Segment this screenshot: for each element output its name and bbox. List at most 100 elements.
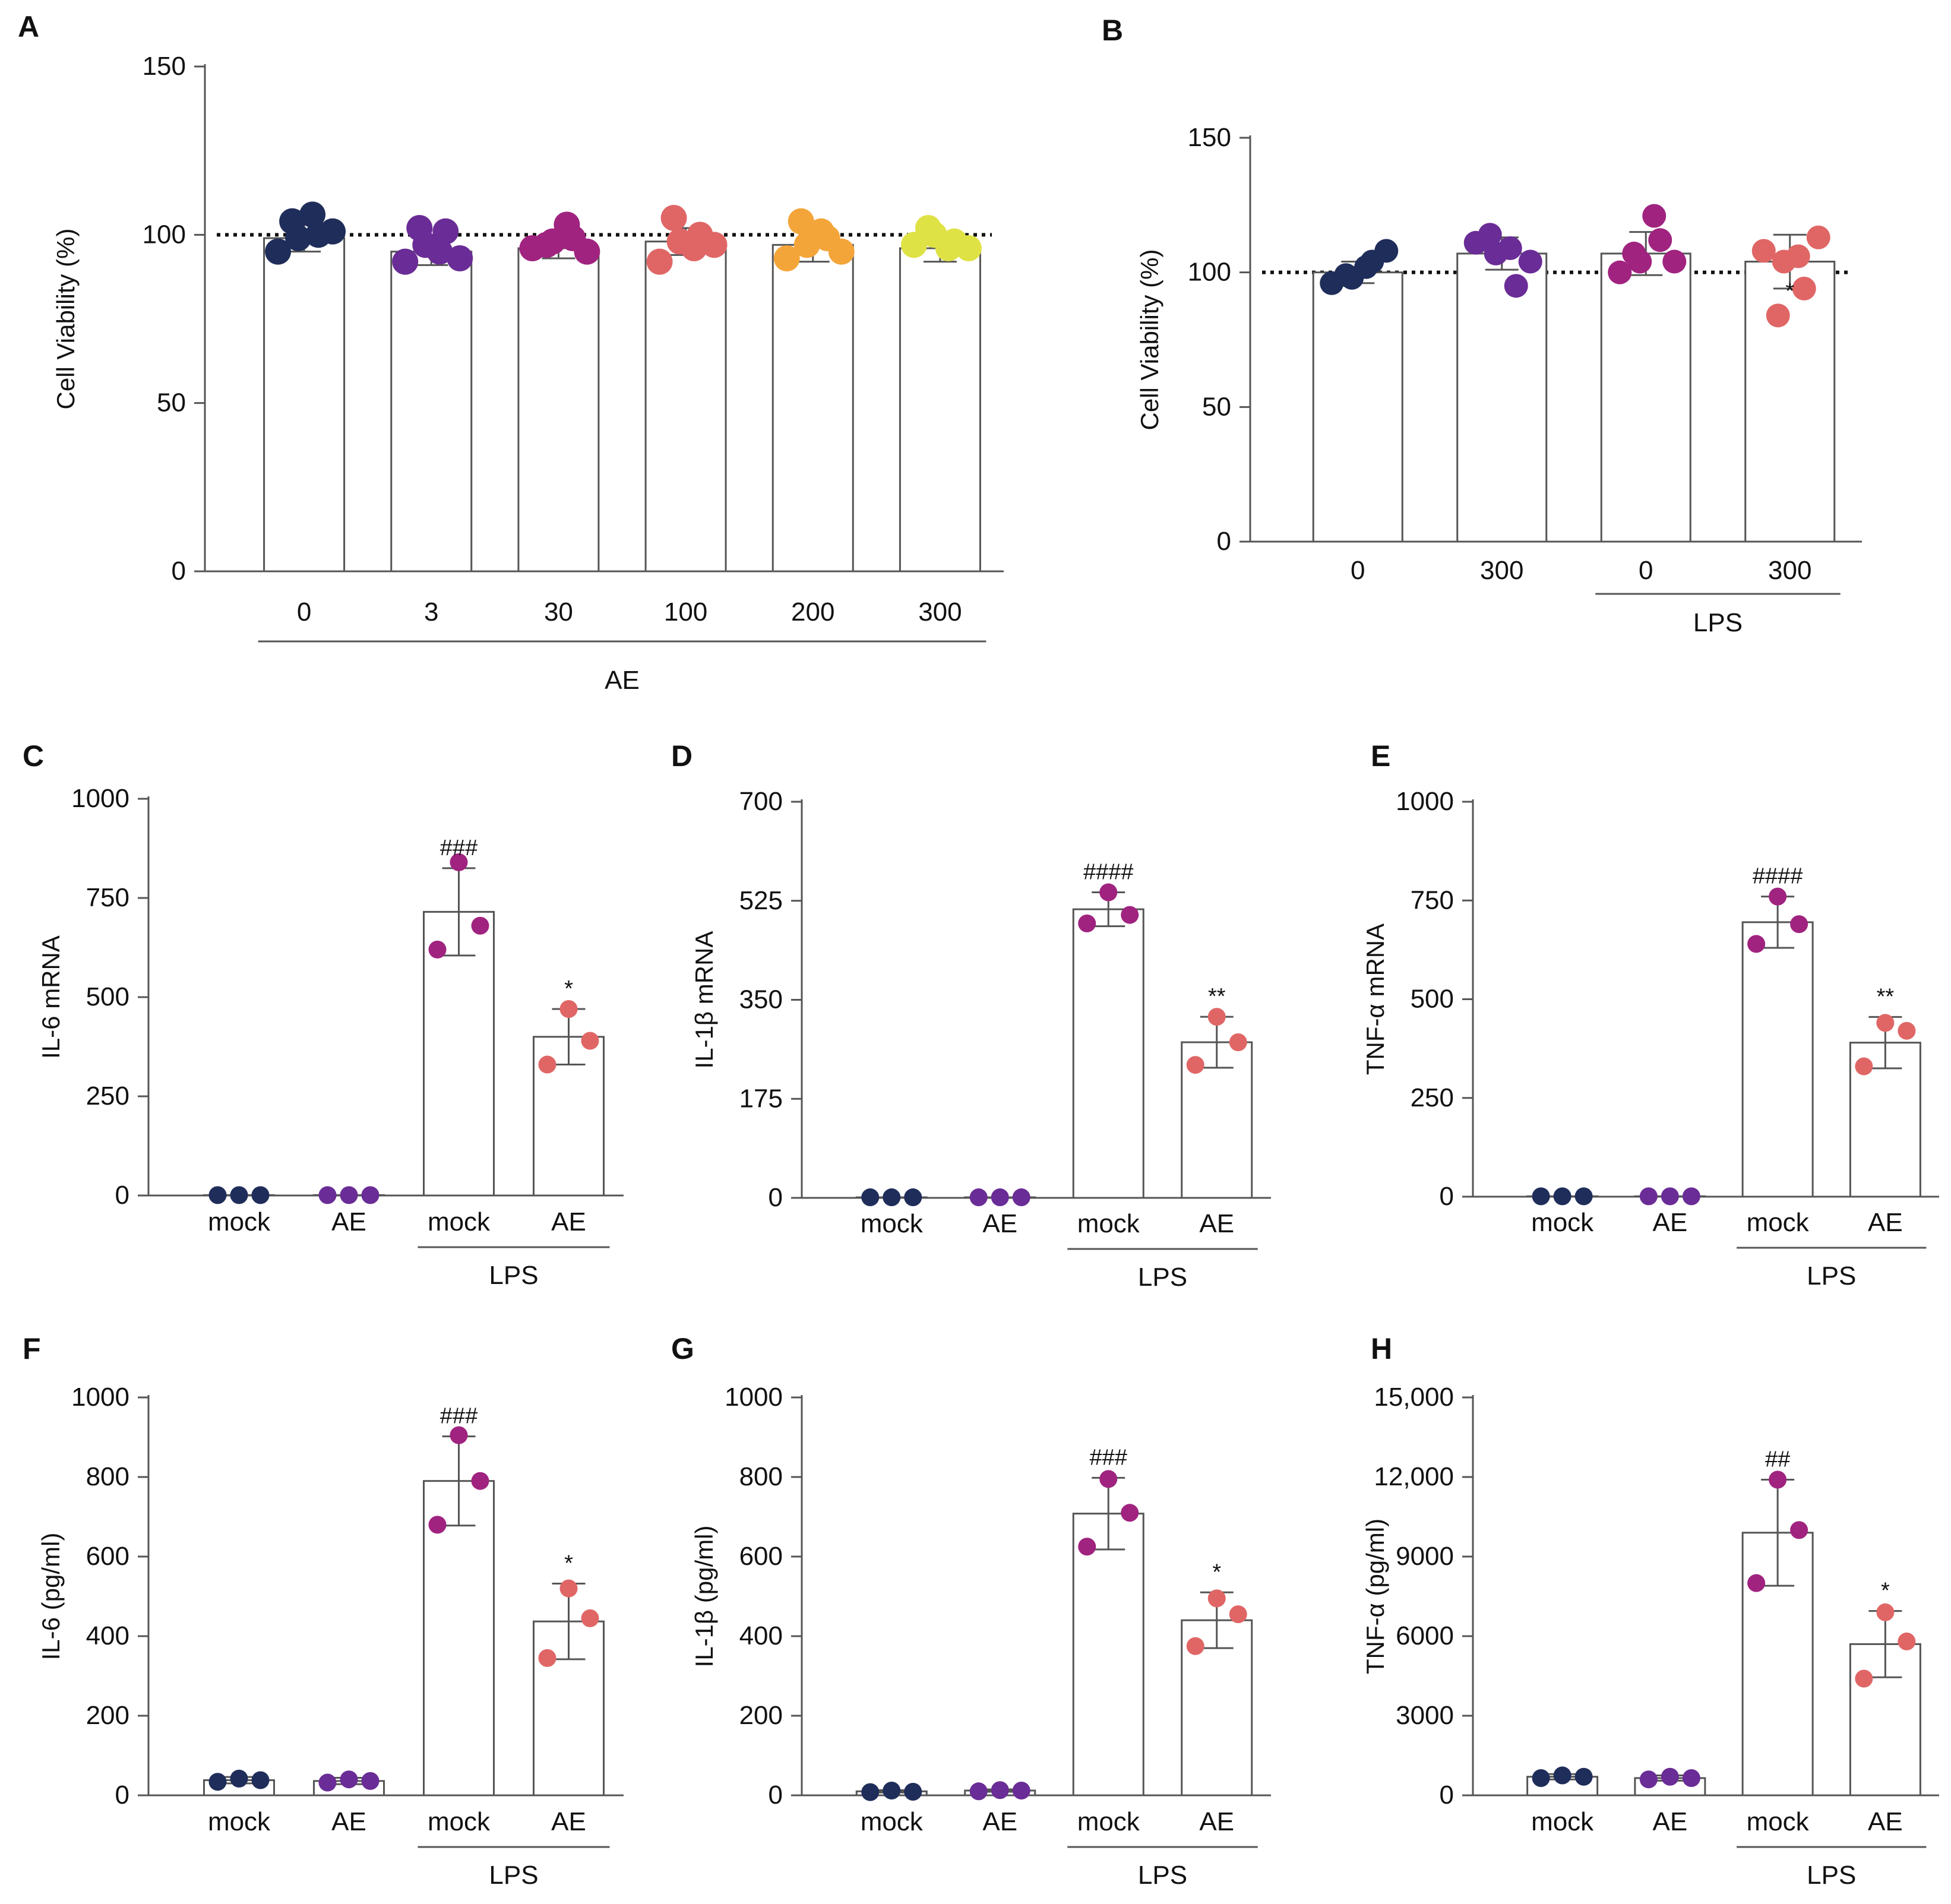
- data-point: [450, 1426, 468, 1444]
- category-label: AE: [1199, 1209, 1234, 1238]
- category-label: 300: [1768, 556, 1811, 585]
- data-point: [861, 1188, 880, 1207]
- bar: [1312, 271, 1403, 543]
- data-point: [1553, 1187, 1571, 1206]
- data-point: [1186, 1056, 1204, 1074]
- data-point: [861, 1783, 880, 1801]
- category-label: AE: [1199, 1807, 1234, 1836]
- category-label: mock: [1077, 1209, 1140, 1238]
- category-label: AE: [1868, 1208, 1903, 1237]
- y-tick-label: 0: [769, 1183, 783, 1212]
- category-label: mock: [428, 1807, 491, 1836]
- category-label: mock: [1077, 1807, 1140, 1836]
- bar: [517, 247, 600, 573]
- data-point: [701, 232, 728, 258]
- data-point: [1642, 204, 1667, 228]
- group-label: LPS: [1138, 1263, 1187, 1292]
- data-point: [1769, 1470, 1787, 1489]
- panel-h: H 0 3000 6000 9000 12,000 15,000 TNF-α (pg/ml) m…: [1361, 1332, 1939, 1890]
- bar: [644, 241, 727, 573]
- significance-label: ####: [1083, 859, 1134, 884]
- group-label: LPS: [489, 1261, 538, 1290]
- data-point: [883, 1188, 901, 1207]
- data-point: [1648, 228, 1672, 252]
- data-point: [361, 1186, 380, 1204]
- data-point: [1790, 1521, 1808, 1539]
- category-label: AE: [331, 1807, 366, 1836]
- y-tick-label: 0: [115, 1181, 129, 1210]
- bar: [1456, 252, 1548, 543]
- y-tick-label: 250: [86, 1081, 129, 1111]
- data-point: [406, 215, 433, 241]
- data-point: [1855, 1669, 1873, 1688]
- data-point: [788, 208, 814, 235]
- data-point: [1207, 1589, 1226, 1608]
- data-point: [1121, 1504, 1139, 1522]
- data-point: [1766, 303, 1790, 328]
- bar: [771, 243, 854, 573]
- data-point: [208, 1186, 227, 1204]
- data-point: [1661, 1187, 1679, 1206]
- y-tick-label: 500: [86, 982, 129, 1011]
- data-point: [955, 235, 982, 261]
- category-label: AE: [331, 1207, 366, 1236]
- data-point: [1608, 260, 1632, 284]
- data-point: [1504, 274, 1528, 298]
- data-point: [1478, 223, 1502, 247]
- y-tick-label: 150: [1188, 123, 1231, 152]
- data-point: [1574, 1767, 1593, 1786]
- data-point: [1186, 1637, 1204, 1655]
- data-point: [969, 1188, 988, 1207]
- category-label: mock: [208, 1207, 271, 1236]
- data-point: [1498, 236, 1522, 260]
- data-point: [1532, 1187, 1550, 1206]
- data-point: [559, 1000, 578, 1019]
- category-label: 0: [1639, 556, 1653, 585]
- data-point: [681, 235, 707, 261]
- data-point: [340, 1186, 358, 1204]
- y-tick-label: 6000: [1396, 1621, 1454, 1650]
- category-label: mock: [428, 1207, 491, 1236]
- significance-label: *: [1212, 1560, 1221, 1584]
- y-tick-label: 1000: [1396, 787, 1454, 816]
- y-tick-label: 3000: [1396, 1701, 1454, 1730]
- y-tick-label: 800: [86, 1462, 129, 1491]
- group-label: LPS: [1807, 1261, 1856, 1291]
- y-tick-label: 600: [86, 1542, 129, 1571]
- y-tick-label: 175: [739, 1084, 783, 1113]
- bar: [1744, 261, 1836, 543]
- bar: [263, 237, 346, 573]
- data-point: [392, 248, 419, 275]
- y-tick-label: 0: [769, 1780, 783, 1810]
- data-point: [432, 218, 459, 245]
- data-point: [320, 218, 346, 245]
- y-tick-label: 400: [86, 1621, 129, 1650]
- y-tick-label: 15,000: [1374, 1383, 1454, 1412]
- group-label: LPS: [489, 1861, 538, 1890]
- y-tick-label: 9000: [1396, 1542, 1454, 1571]
- category-label: 300: [1480, 556, 1523, 585]
- category-label: 300: [918, 597, 962, 627]
- panel-f: F 0 200 400 600 800 1000 IL-6 (pg/ml) mock AE ### m…: [23, 1332, 624, 1890]
- y-tick-label: 500: [1411, 985, 1454, 1014]
- y-tick-label: 800: [739, 1462, 783, 1491]
- panel-b: B 0 50 100 150 Cell Viability (%) 0 300 0 * 300 LPS: [1102, 14, 1862, 637]
- significance-label: ###: [440, 1404, 478, 1429]
- panel-letter-a: A: [18, 10, 39, 43]
- data-point: [1012, 1781, 1030, 1799]
- data-point: [1790, 915, 1808, 934]
- y-tick-label: 1000: [71, 1383, 129, 1412]
- group-label: AE: [605, 666, 640, 695]
- y-tick-label: 1000: [725, 1383, 783, 1412]
- y-tick-label: 12,000: [1374, 1462, 1454, 1491]
- data-point: [559, 1579, 578, 1598]
- data-point: [1898, 1021, 1916, 1040]
- data-point: [1786, 244, 1810, 268]
- category-label: mock: [1531, 1208, 1594, 1237]
- data-point: [935, 235, 962, 261]
- category-label: mock: [208, 1807, 271, 1836]
- y-tick-label: 525: [739, 886, 783, 915]
- data-point: [1354, 255, 1378, 279]
- data-point: [773, 245, 800, 271]
